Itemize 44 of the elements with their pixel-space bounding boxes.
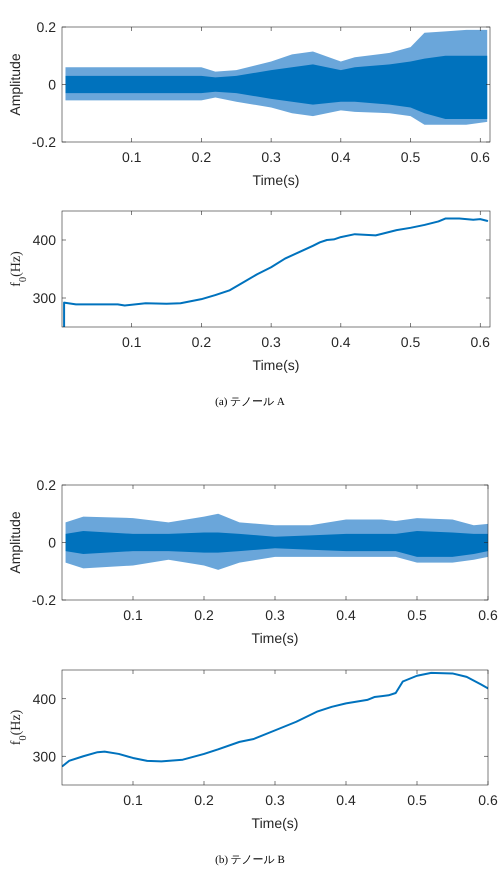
line-series <box>63 218 488 327</box>
x-tick-label: 0.2 <box>192 334 212 350</box>
x-tick-label: 0.6 <box>478 792 498 808</box>
x-tick-label: 0.3 <box>261 149 282 165</box>
y-axis-title: Amplitude <box>7 53 23 116</box>
y-tick-label: 0.2 <box>36 19 56 35</box>
x-tick-label: 0.1 <box>123 607 143 623</box>
y-tick-label: 300 <box>32 748 56 764</box>
x-axis-title: Time(s) <box>252 357 300 373</box>
x-tick-label: 0.5 <box>407 792 427 808</box>
y-tick-label: 0 <box>48 534 56 550</box>
x-tick-label: 0.6 <box>470 334 490 350</box>
y-tick-label: 300 <box>32 290 56 306</box>
line-series <box>62 672 488 768</box>
x-tick-label: 0.5 <box>400 149 420 165</box>
x-axis-title: Time(s) <box>252 630 298 646</box>
x-axis-title: Time(s) <box>252 815 298 831</box>
x-tick-label: 0.3 <box>265 607 285 623</box>
x-tick-label: 0.4 <box>331 149 351 165</box>
x-tick-label: 0.5 <box>407 607 427 623</box>
text: (a) テノール A <box>215 396 285 408</box>
y-tick-label: 0.2 <box>36 477 56 493</box>
x-tick-label: 0.1 <box>122 334 142 350</box>
x-tick-label: 0.6 <box>478 607 498 623</box>
x-tick-label: 0.6 <box>470 149 490 165</box>
x-tick-label: 0.5 <box>400 334 420 350</box>
y-tick-label: -0.2 <box>32 134 56 150</box>
x-tick-label: 0.4 <box>331 334 351 350</box>
x-tick-label: 0.4 <box>336 792 356 808</box>
x-tick-label: 0.2 <box>194 792 214 808</box>
x-tick-label: 0.1 <box>123 792 143 808</box>
y-tick-label: 0 <box>48 76 56 92</box>
x-tick-label: 0.4 <box>336 607 356 623</box>
y-tick-label: 400 <box>32 232 56 248</box>
x-tick-label: 0.3 <box>265 792 285 808</box>
y-axis-title: Amplitude <box>7 511 23 574</box>
x-tick-label: 0.3 <box>261 334 282 350</box>
y-tick-label: -0.2 <box>32 592 56 608</box>
x-tick-label: 0.2 <box>194 607 214 623</box>
y-tick-label: 400 <box>32 690 56 707</box>
x-tick-label: 0.1 <box>122 149 142 165</box>
x-axis-title: Time(s) <box>252 172 300 188</box>
text: (b) テノール B <box>215 854 285 866</box>
x-tick-label: 0.2 <box>192 149 212 165</box>
